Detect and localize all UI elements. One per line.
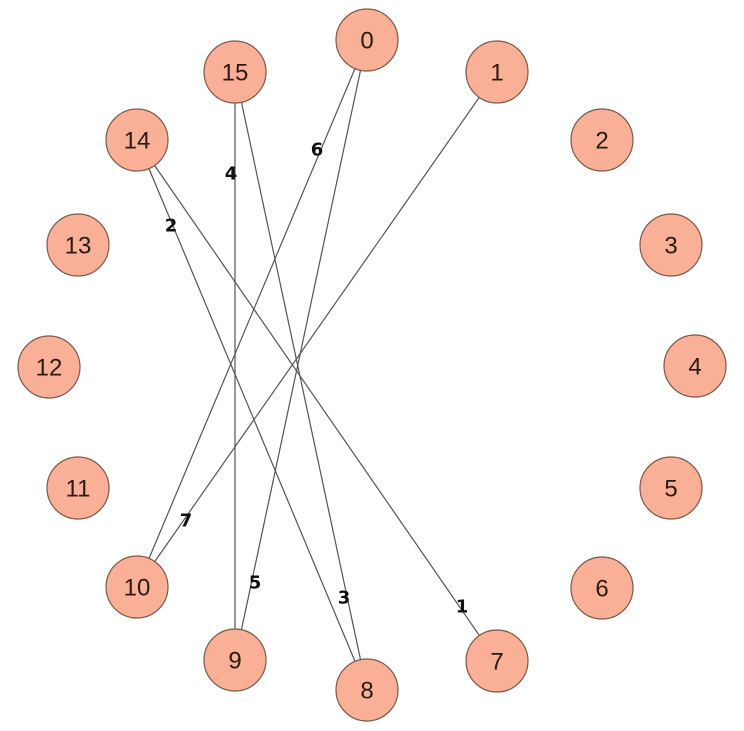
edge-label: 7 bbox=[180, 511, 193, 532]
node-circle bbox=[46, 456, 110, 520]
node-8: 8 bbox=[335, 658, 399, 722]
node-circle bbox=[335, 658, 399, 722]
node-12: 12 bbox=[17, 335, 81, 399]
node-label: 12 bbox=[36, 355, 63, 382]
node-circle bbox=[570, 108, 634, 172]
edge-14-8 bbox=[136, 139, 368, 691]
node-label: 2 bbox=[595, 128, 608, 155]
edge-15-8 bbox=[234, 71, 368, 691]
node-label: 9 bbox=[228, 648, 241, 675]
edge-label: 1 bbox=[456, 597, 469, 618]
node-circle bbox=[17, 335, 81, 399]
node-2: 2 bbox=[570, 108, 634, 172]
node-0: 0 bbox=[335, 8, 399, 72]
edge-line bbox=[136, 139, 368, 691]
node-13: 13 bbox=[46, 213, 110, 277]
node-14: 14 bbox=[105, 108, 169, 172]
node-circle bbox=[639, 213, 703, 277]
node-label: 8 bbox=[360, 678, 373, 705]
node-circle bbox=[335, 8, 399, 72]
edge-1-10 bbox=[136, 71, 498, 588]
node-circle bbox=[203, 40, 267, 104]
node-label: 5 bbox=[664, 476, 677, 503]
node-6: 6 bbox=[570, 556, 634, 620]
edge-line bbox=[234, 71, 368, 691]
node-circle bbox=[203, 628, 267, 692]
node-label: 10 bbox=[124, 575, 151, 602]
edge-14-7 bbox=[136, 139, 498, 662]
edge-line bbox=[234, 39, 368, 661]
node-circle bbox=[105, 555, 169, 619]
node-10: 10 bbox=[105, 555, 169, 619]
node-label: 6 bbox=[595, 576, 608, 603]
edge-label: 4 bbox=[225, 164, 238, 185]
node-label: 11 bbox=[66, 476, 91, 503]
node-label: 14 bbox=[124, 128, 151, 155]
edge-line bbox=[136, 39, 368, 588]
edge-0-9 bbox=[234, 39, 368, 661]
node-label: 1 bbox=[490, 60, 503, 87]
edge-label: 3 bbox=[338, 588, 351, 609]
node-5: 5 bbox=[639, 456, 703, 520]
node-4: 4 bbox=[663, 334, 727, 398]
node-circle bbox=[465, 629, 529, 693]
node-15: 15 bbox=[203, 40, 267, 104]
node-3: 3 bbox=[639, 213, 703, 277]
node-label: 15 bbox=[222, 60, 249, 87]
node-label: 7 bbox=[490, 649, 503, 676]
edge-label: 2 bbox=[165, 216, 178, 237]
node-label: 0 bbox=[360, 28, 373, 55]
node-7: 7 bbox=[465, 629, 529, 693]
node-9: 9 bbox=[203, 628, 267, 692]
node-circle bbox=[46, 213, 110, 277]
edge-line bbox=[136, 71, 498, 588]
edge-label: 5 bbox=[249, 573, 262, 594]
node-label: 3 bbox=[664, 233, 677, 260]
node-1: 1 bbox=[465, 40, 529, 104]
edge-line bbox=[136, 139, 498, 662]
node-circle bbox=[105, 108, 169, 172]
node-circle bbox=[663, 334, 727, 398]
node-circle bbox=[465, 40, 529, 104]
node-circle bbox=[639, 456, 703, 520]
edge-label: 6 bbox=[311, 140, 324, 161]
node-11: 11 bbox=[46, 456, 110, 520]
node-label: 4 bbox=[688, 354, 701, 381]
node-circle bbox=[570, 556, 634, 620]
edge-0-10 bbox=[136, 39, 368, 588]
node-label: 13 bbox=[65, 233, 92, 260]
